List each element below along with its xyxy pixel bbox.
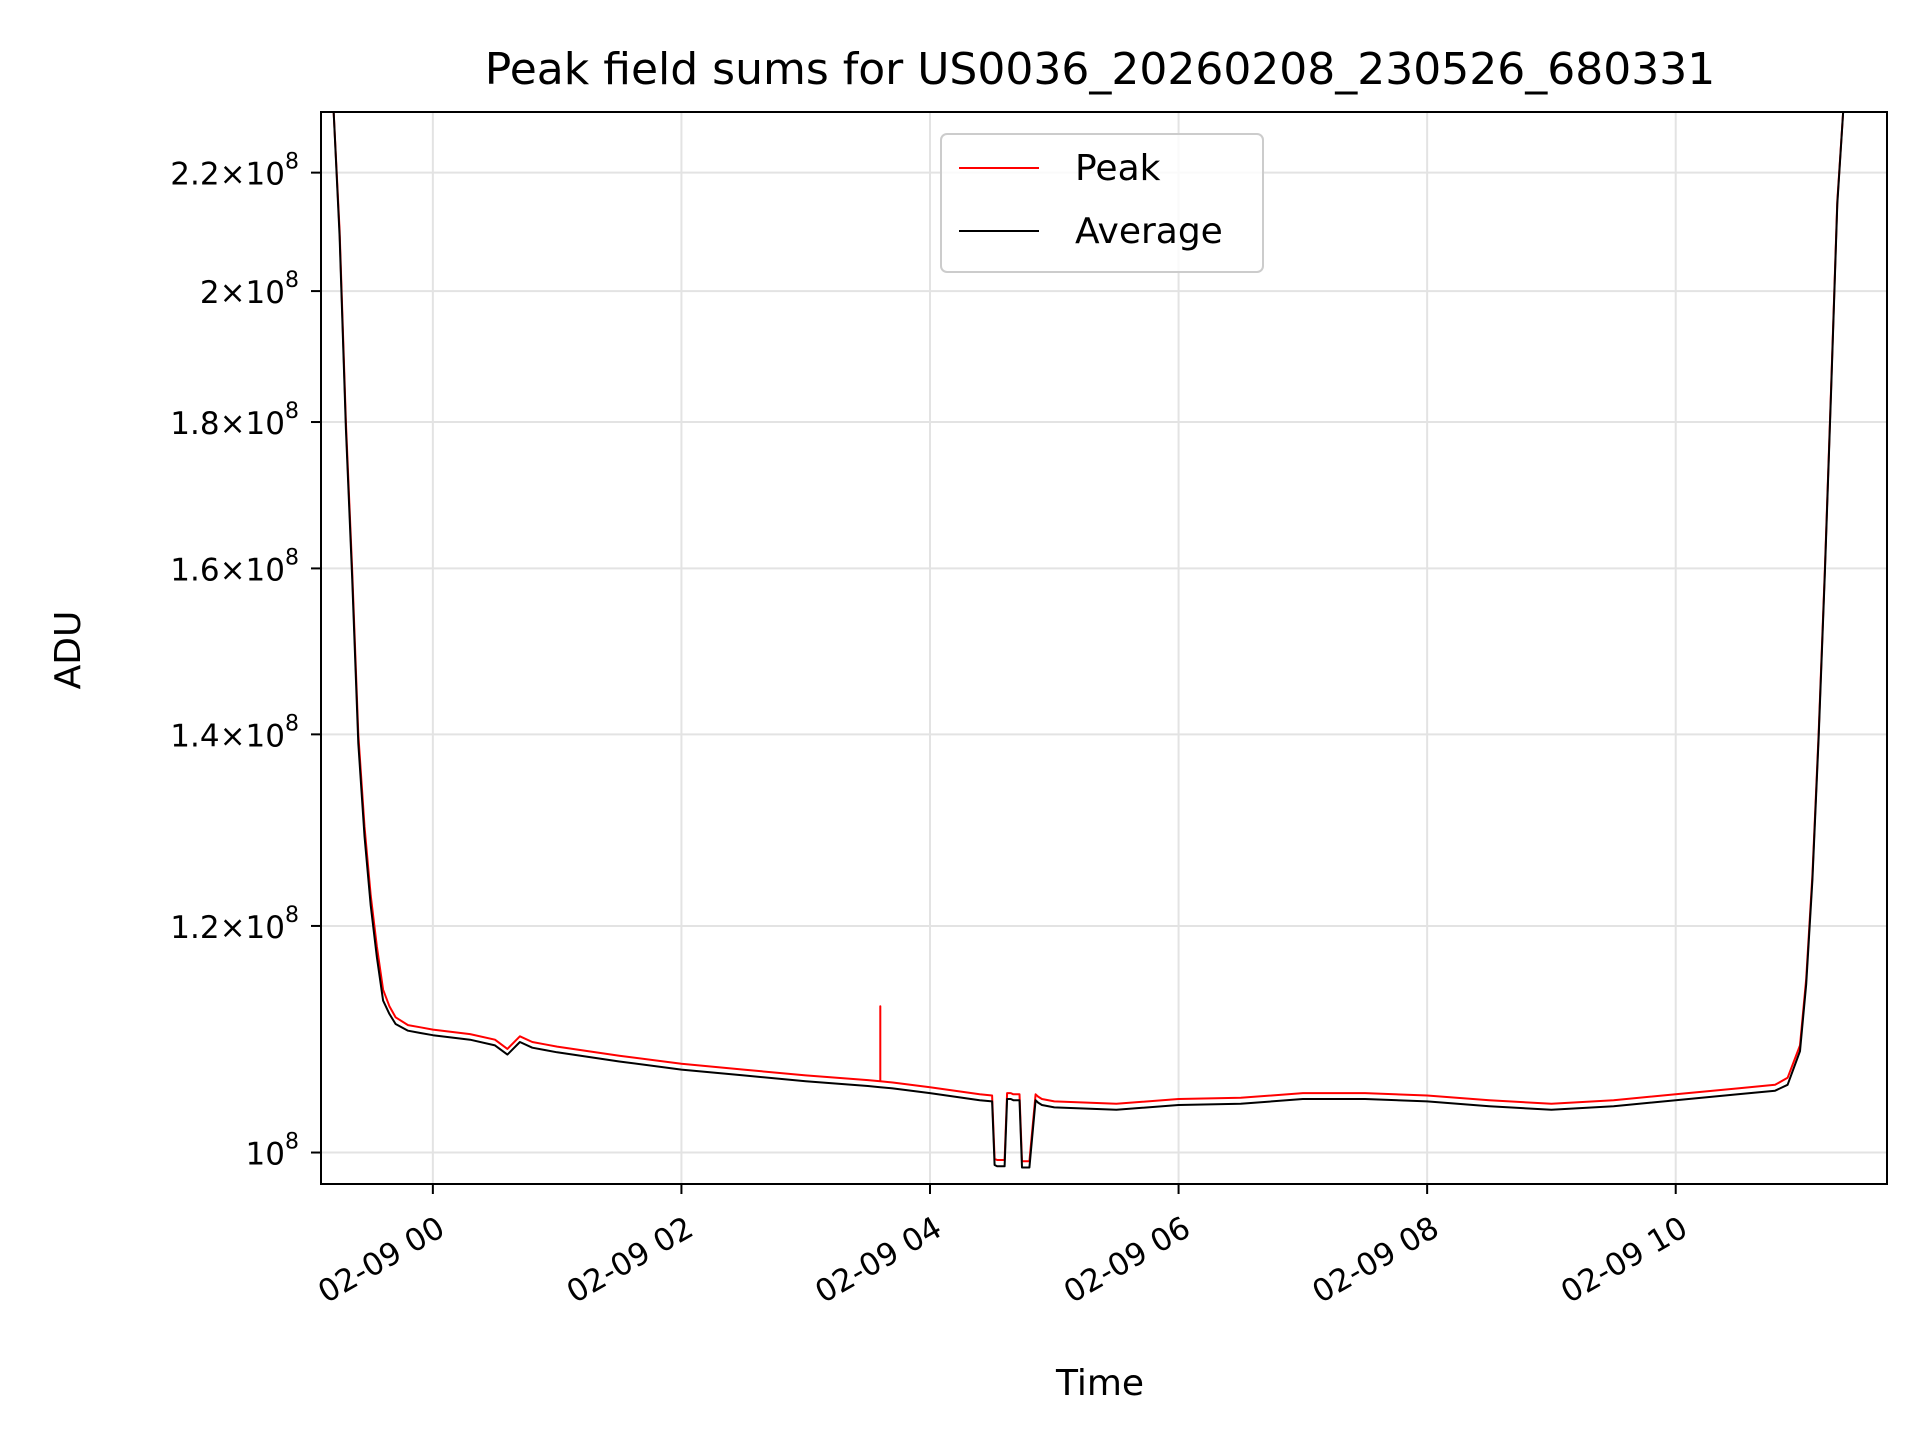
y-tick-label: 2.2×108 xyxy=(170,150,299,193)
y-tick-label: 2×108 xyxy=(200,268,299,311)
series-line-average xyxy=(332,112,1845,1169)
y-tick-label: 1.6×108 xyxy=(170,545,299,588)
legend-average-label: Average xyxy=(1075,211,1223,252)
y-tick-label: 108 xyxy=(246,1130,299,1173)
axes xyxy=(320,111,1888,1185)
plot-frame xyxy=(320,111,1888,1185)
y-tick-label: 1.4×108 xyxy=(170,711,299,754)
legend-peak-label: Peak xyxy=(1075,148,1161,189)
chart-title: Peak field sums for US0036_20260208_2305… xyxy=(485,44,1715,95)
y-tick-label: 1.2×108 xyxy=(170,903,299,946)
grid xyxy=(321,112,1887,1184)
y-tick-label: 1.8×108 xyxy=(170,399,299,442)
x-axis-label: Time xyxy=(1055,1363,1144,1404)
series-layer xyxy=(332,112,1845,1169)
legend: Peak Average xyxy=(940,133,1264,273)
y-axis-label: ADU xyxy=(48,611,89,690)
